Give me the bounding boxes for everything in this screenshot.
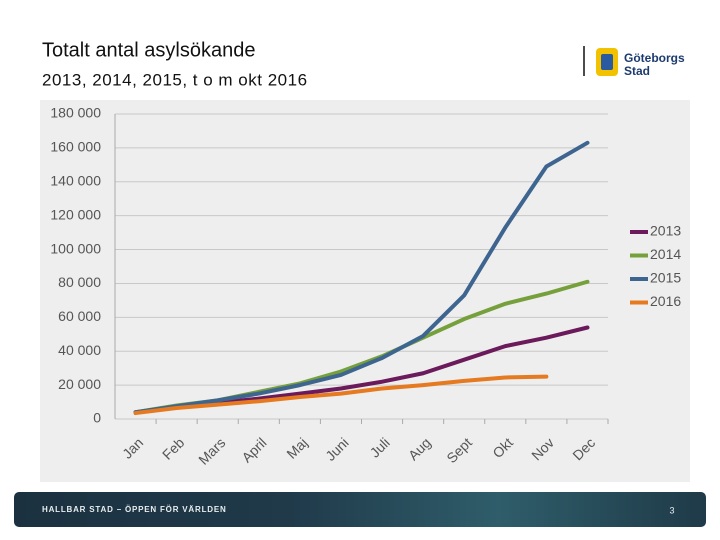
slide-subtitle: 2013, 2014, 2015, t o m okt 2016 [42, 70, 308, 89]
footer-banner [14, 492, 706, 527]
y-tick-label: 100 000 [50, 240, 101, 256]
y-tick-label: 20 000 [58, 376, 101, 392]
y-tick-label: 160 000 [50, 139, 101, 155]
logo-text: Stad [624, 64, 650, 78]
page-number: 3 [669, 505, 674, 515]
y-tick-label: 80 000 [58, 274, 101, 290]
y-tick-label: 140 000 [50, 172, 101, 188]
y-tick-label: 40 000 [58, 342, 101, 358]
legend-label: 2014 [650, 246, 681, 262]
legend-label: 2016 [650, 293, 681, 309]
y-tick-label: 0 [93, 410, 101, 426]
logo-emblem-inner [601, 54, 613, 70]
legend-label: 2013 [650, 223, 681, 239]
series-line [133, 140, 590, 415]
y-tick-label: 120 000 [50, 206, 101, 222]
slide-title: Totalt antal asylsökande [42, 39, 255, 61]
chart-background [40, 100, 690, 482]
logo-text: Göteborgs [624, 51, 685, 65]
footer-text: HALLBAR STAD – ÖPPEN FÖR VÄRLDEN [42, 505, 227, 514]
legend-label: 2015 [650, 270, 681, 286]
y-tick-label: 60 000 [58, 308, 101, 324]
y-tick-label: 180 000 [50, 105, 101, 121]
series-line [133, 374, 549, 416]
